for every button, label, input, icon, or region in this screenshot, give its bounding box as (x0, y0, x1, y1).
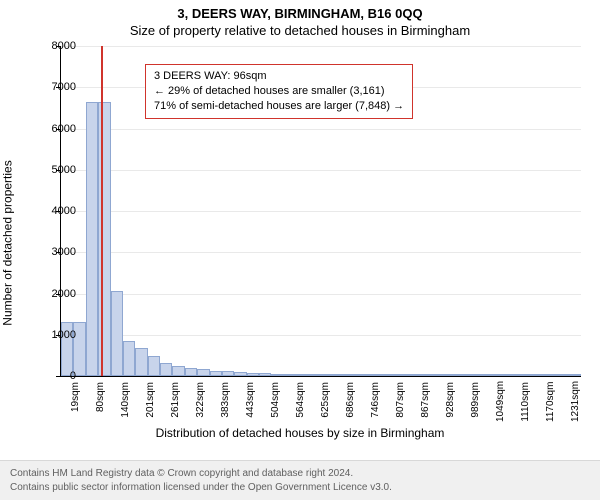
histogram-bar (259, 373, 271, 376)
ytick-label: 7000 (46, 81, 76, 93)
plot-area: 3 DEERS WAY: 96sqm ← 29% of detached hou… (60, 46, 581, 377)
xtick-label: 80sqm (95, 382, 106, 422)
gridline (61, 211, 581, 212)
histogram-bar (346, 374, 358, 376)
xtick-label: 19sqm (70, 382, 81, 422)
histogram-bar (494, 374, 506, 376)
xtick-label: 443sqm (245, 382, 256, 422)
ytick-label: 0 (46, 370, 76, 382)
histogram-bar (519, 374, 531, 376)
xtick-label: 383sqm (220, 382, 231, 422)
xtick-label: 140sqm (120, 382, 131, 422)
xtick-label: 1110sqm (520, 382, 531, 422)
xtick-label: 807sqm (395, 382, 406, 422)
histogram-bar (111, 291, 123, 376)
histogram-bar (148, 356, 160, 376)
histogram-bar (445, 374, 457, 376)
xtick-label: 867sqm (420, 382, 431, 422)
histogram-bar (222, 371, 234, 376)
gridline (61, 46, 581, 47)
property-marker-line (101, 46, 103, 376)
y-axis-label: Number of detached properties (0, 42, 18, 444)
chart-title: Size of property relative to detached ho… (0, 21, 600, 42)
xtick-label: 201sqm (145, 382, 156, 422)
address-title: 3, DEERS WAY, BIRMINGHAM, B16 0QQ (0, 0, 600, 21)
histogram-bar (296, 374, 308, 376)
chart-container: Number of detached properties 3 DEERS WA… (0, 42, 600, 444)
ytick-label: 6000 (46, 123, 76, 135)
info-line-smaller: ← 29% of detached houses are smaller (3,… (154, 84, 404, 99)
gridline (61, 129, 581, 130)
histogram-bar (86, 102, 98, 376)
histogram-bar (160, 363, 172, 376)
histogram-bar (284, 374, 296, 376)
xtick-label: 504sqm (270, 382, 281, 422)
histogram-bar (123, 341, 135, 376)
histogram-bar (271, 374, 283, 376)
histogram-bar (395, 374, 407, 376)
info-line-larger: 71% of semi-detached houses are larger (… (154, 99, 404, 114)
gridline (61, 335, 581, 336)
histogram-bar (556, 374, 568, 376)
xtick-label: 989sqm (470, 382, 481, 422)
histogram-bar (321, 374, 333, 376)
histogram-bar (432, 374, 444, 376)
histogram-bar (371, 374, 383, 376)
footer-line2: Contains public sector information licen… (10, 481, 590, 495)
histogram-bar (544, 374, 556, 376)
xtick-label: 1231sqm (570, 382, 581, 422)
ytick-label: 5000 (46, 164, 76, 176)
ytick-label: 8000 (46, 40, 76, 52)
histogram-bar (172, 366, 184, 376)
xtick-label: 746sqm (370, 382, 381, 422)
gridline (61, 294, 581, 295)
xtick-label: 625sqm (320, 382, 331, 422)
xtick-label: 1049sqm (495, 382, 506, 422)
xtick-label: 928sqm (445, 382, 456, 422)
histogram-bar (507, 374, 519, 376)
histogram-bar (247, 373, 259, 376)
xtick-label: 686sqm (345, 382, 356, 422)
x-axis-label: Distribution of detached houses by size … (0, 426, 600, 440)
histogram-bar (470, 374, 482, 376)
histogram-bar (234, 372, 246, 376)
histogram-bar (197, 369, 209, 376)
info-box: 3 DEERS WAY: 96sqm ← 29% of detached hou… (145, 64, 413, 119)
histogram-bar (420, 374, 432, 376)
histogram-bar (531, 374, 543, 376)
xtick-label: 564sqm (295, 382, 306, 422)
histogram-bar (309, 374, 321, 376)
xtick-label: 1170sqm (545, 382, 556, 422)
footer-line1: Contains HM Land Registry data © Crown c… (10, 467, 590, 481)
histogram-bar (383, 374, 395, 376)
info-line-property: 3 DEERS WAY: 96sqm (154, 69, 404, 84)
xtick-label: 322sqm (195, 382, 206, 422)
ytick-label: 2000 (46, 288, 76, 300)
histogram-bar (135, 348, 147, 376)
gridline (61, 170, 581, 171)
histogram-bar (482, 374, 494, 376)
ytick-label: 1000 (46, 329, 76, 341)
gridline (61, 252, 581, 253)
ytick-label: 4000 (46, 205, 76, 217)
ytick-label: 3000 (46, 246, 76, 258)
histogram-bar (333, 374, 345, 376)
histogram-bar (457, 374, 469, 376)
histogram-bar (569, 374, 581, 376)
histogram-bar (185, 368, 197, 376)
attribution-footer: Contains HM Land Registry data © Crown c… (0, 460, 600, 500)
histogram-bar (358, 374, 370, 376)
xtick-label: 261sqm (170, 382, 181, 422)
histogram-bar (210, 371, 222, 376)
histogram-bar (408, 374, 420, 376)
